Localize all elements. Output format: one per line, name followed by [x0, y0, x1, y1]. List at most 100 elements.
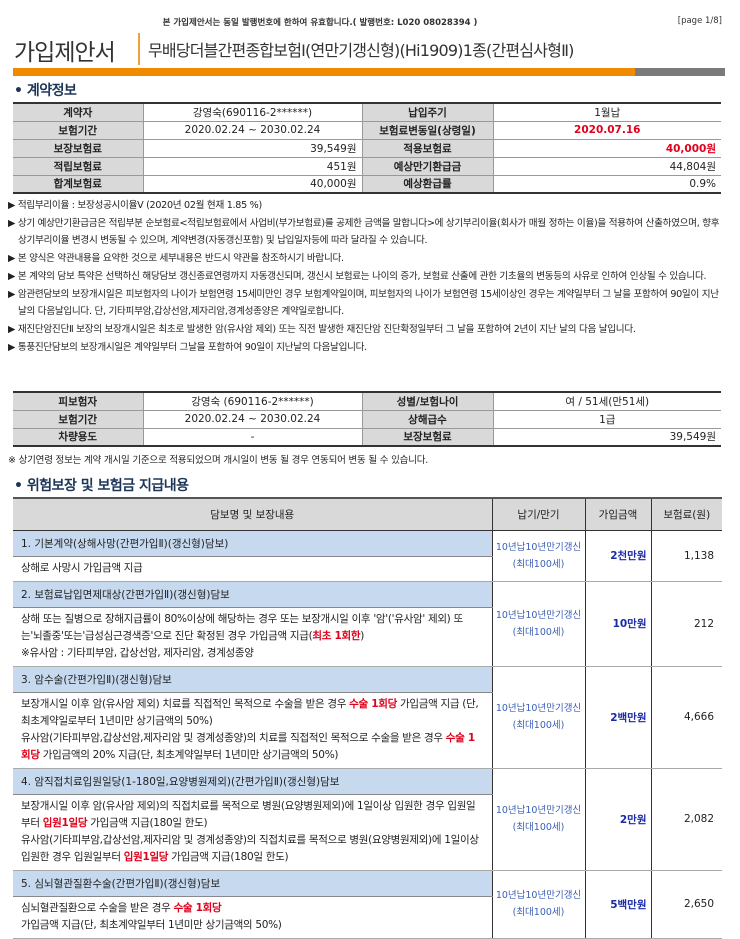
- coverage-desc-row: 상해로 사망시 가입금액 지급: [13, 556, 722, 582]
- coverage-desc-row: 보장개시일 이후 암(유사암 제외) 치료를 직접적인 목적으로 수술을 받은 …: [13, 692, 722, 769]
- section-title-contract: • 계약정보: [14, 83, 77, 99]
- coverage-table: 담보명 및 보장내용 납기/만기 가입금액 보험료(원) 1. 기본계약(상해사…: [13, 497, 722, 939]
- description-text: 보장개시일 이후 암(유사암 제외)의 직접치료를 목적으로 병원(요양병원제외…: [21, 799, 476, 829]
- product-name: 무배당더블간편종합보험Ⅰ(연만기갱신형)(Hi1909)1종(간편심사형Ⅱ): [148, 41, 574, 60]
- coverage-title-row: 4. 암직접치료입원일당(1-180일,요양병원제외)(간편가입Ⅱ)(갱신형)담…: [13, 768, 722, 871]
- field-value: 2020.02.24 ~ 2030.02.24: [142, 409, 363, 429]
- highlight-text: 최초 1회한: [312, 629, 361, 642]
- section-title-coverage: • 위험보장 및 보험금 지급내용: [14, 478, 189, 494]
- coverage-term: 10년납10년만기갱신(최대100세): [491, 870, 585, 939]
- field-value: 여 / 51세(만51세): [492, 391, 721, 411]
- field-value: 39,549원: [142, 138, 363, 158]
- field-value: 0.9%: [492, 174, 721, 194]
- note-item: ▶ 적립부리이율 : 보장성공시이율Ⅴ (2020년 02월 현재 1.85 %…: [8, 200, 262, 211]
- description-text: 가입금액 지급(180일 한도): [87, 816, 208, 829]
- note-item: ▶ 본 양식은 약관내용을 요약한 것으로 세부내용은 반드시 약관을 참조하시…: [8, 252, 344, 264]
- description-text: 가입금액 지급 (단, 최초계약일로부터 1년미만 상기금액의 50%): [21, 697, 479, 727]
- field-label: 납입주기: [361, 102, 494, 122]
- field-value: 1급: [492, 409, 721, 429]
- highlight-text: 입원1일당: [123, 850, 169, 863]
- field-label: 보험료변동일(상령일): [361, 120, 494, 140]
- description-text: 상해로 사망시 가입금액 지급: [21, 561, 143, 574]
- coverage-description: 상해 또는 질병으로 장해지급률이 80%이상에 해당하는 경우 또는 보장개시…: [13, 607, 492, 667]
- coverage-amount: 10만원: [584, 581, 651, 667]
- coverage-premium: 2,650: [650, 870, 722, 939]
- field-label: 차량용도: [13, 427, 144, 447]
- header-coverage-name: 담보명 및 보장내용: [13, 498, 492, 531]
- description-text: 가입금액의 20% 지급(단, 최초계약일부터 1년미만 상기금액의 50%): [39, 748, 339, 761]
- field-value: 451원: [142, 156, 363, 176]
- field-value: -: [142, 427, 363, 447]
- highlight-text: 수술 1회당: [349, 697, 397, 710]
- field-label: 상해급수: [361, 409, 494, 429]
- field-value: 강영숙 (690116-2******): [142, 391, 363, 411]
- field-label: 성별/보험나이: [361, 391, 494, 411]
- highlight-text: 수술 1회당: [21, 731, 475, 761]
- coverage-term: 10년납10년만기갱신(최대100세): [491, 581, 585, 667]
- description-line: 상해로 사망시 가입금액 지급: [21, 560, 484, 577]
- field-label: 예상만기환급금: [361, 156, 494, 176]
- note-item: ▶ 암관련담보의 보장개시일은 피보험자의 나이가 보험연령 15세미만인 경우…: [8, 289, 719, 317]
- highlight-text: 수술 1회당: [173, 901, 222, 914]
- coverage-title: 2. 보험료납입면제대상(간편가입Ⅱ)(갱신형)담보: [13, 581, 492, 608]
- info-row: 합계보험료 40,000원 예상환급률 0.9%: [13, 174, 721, 194]
- description-text: 가입금액 지급(단, 최초계약일부터 1년미만 상기금액의 50%): [21, 918, 282, 931]
- info-row: 차량용도 - 보장보험료 39,549원: [13, 427, 721, 447]
- description-line: 보장개시일 이후 암(유사암 제외) 치료를 직접적인 목적으로 수술을 받은 …: [21, 696, 484, 730]
- coverage-amount: 2천만원: [584, 530, 651, 582]
- description-text: ※유사암 : 기타피부암, 갑상선암, 제자리암, 경계성종양: [21, 646, 254, 659]
- coverage-title-row: 2. 보험료납입면제대상(간편가입Ⅱ)(갱신형)담보 10년납10년만기갱신(최대…: [13, 581, 722, 667]
- field-label: 적용보험료: [361, 138, 494, 158]
- info-row: 적립보험료 451원 예상만기환급금 44,804원: [13, 156, 721, 176]
- coverage-title: 3. 암수술(간편가입Ⅱ)(갱신형)담보: [13, 666, 492, 693]
- description-text: 보장개시일 이후 암(유사암 제외) 치료를 직접적인 목적으로 수술을 받은 …: [21, 697, 350, 710]
- coverage-title-row: 5. 심뇌혈관질환수술(간편가입Ⅱ)(갱신형)담보 10년납10년만기갱신(최대1…: [13, 870, 722, 939]
- field-label: 적립보험료: [13, 156, 144, 176]
- coverage-description: 보장개시일 이후 암(유사암 제외)의 직접치료를 목적으로 병원(요양병원제외…: [13, 794, 492, 871]
- validity-notice: 본 가입제안서는 동일 발행번호에 한하여 유효합니다.( 발행번호: L020…: [162, 18, 478, 28]
- coverage-premium: 1,138: [650, 530, 722, 582]
- info-row: 보험기간 2020.02.24 ~ 2030.02.24 보험료변동일(상령일) 20…: [13, 120, 721, 140]
- field-label: 보험기간: [13, 409, 144, 429]
- field-value: 44,804원: [492, 156, 721, 176]
- coverage-premium: 2,082: [650, 768, 722, 871]
- note-item: ▶ 상기 예상만기환급금은 적립부분 순보험료<적립보험료에서 사업비(부가보험…: [8, 218, 720, 246]
- coverage-title: 1. 기본계약(상해사망(간편가입Ⅱ)(갱신형)담보): [13, 530, 492, 557]
- description-text: 유사암(기타피부암,갑상선암,제자리암 및 경계성종양)의 직접치료를 목적으로…: [21, 833, 479, 863]
- note-item: ▶ 재진단암진단Ⅱ 보장의 보장개시일은 최초로 발생한 암(유사암 제외) 또…: [8, 324, 636, 336]
- field-value: 2020.02.24 ~ 2030.02.24: [142, 120, 363, 140]
- age-note: ※ 상기연령 정보는 계약 개시일 기준으로 적용되었으며 개시일이 변동 될 …: [8, 455, 429, 466]
- coverage-amount: 2만원: [584, 768, 651, 871]
- coverage-title: 4. 암직접치료입원일당(1-180일,요양병원제외)(간편가입Ⅱ)(갱신형)담…: [13, 768, 492, 795]
- coverage-desc-row: 보장개시일 이후 암(유사암 제외)의 직접치료를 목적으로 병원(요양병원제외…: [13, 794, 722, 871]
- description-text: ): [360, 629, 365, 642]
- document-title: 가입제안서: [14, 40, 116, 66]
- description-text: 유사암(기타피부암,갑상선암,제자리암 및 경계성종양)의 치료를 직접적인 목…: [21, 731, 446, 744]
- coverage-amount: 2백만원: [584, 666, 651, 769]
- coverage-title: 5. 심뇌혈관질환수술(간편가입Ⅱ)(갱신형)담보: [13, 870, 492, 897]
- header-amount: 가입금액: [584, 498, 651, 531]
- description-line: ※유사암 : 기타피부암, 갑상선암, 제자리암, 경계성종양: [21, 645, 484, 662]
- description-line: 유사암(기타피부암,갑상선암,제자리암 및 경계성종양)의 직접치료를 목적으로…: [21, 832, 484, 866]
- coverage-title-row: 1. 기본계약(상해사망(간편가입Ⅱ)(갱신형)담보) 10년납10년만기갱신(최…: [13, 530, 722, 582]
- note-item: ▶ 통풍진단담보의 보장개시일은 계약일부터 그날을 포함하여 90일이 지난날…: [8, 342, 367, 354]
- header-bar-gray: [635, 68, 725, 76]
- description-text: 심뇌혈관질환으로 수술을 받은 경우: [21, 901, 174, 914]
- coverage-title-row: 3. 암수술(간편가입Ⅱ)(갱신형)담보 10년납10년만기갱신(최대100세) 2…: [13, 666, 722, 769]
- page-indicator: [page 1/8]: [677, 16, 722, 26]
- field-value: 강영숙(690116-2******): [142, 102, 363, 122]
- coverage-desc-row: 상해 또는 질병으로 장해지급률이 80%이상에 해당하는 경우 또는 보장개시…: [13, 607, 722, 667]
- header-bar-orange: [13, 68, 635, 76]
- field-label: 보장보험료: [13, 138, 144, 158]
- header-term: 납기/만기: [491, 498, 585, 531]
- header-premium: 보험료(원): [650, 498, 722, 531]
- field-label: 계약자: [13, 102, 144, 122]
- field-value: 2020.07.16: [492, 120, 721, 140]
- insured-info-table: 피보험자 강영숙 (690116-2******) 성별/보험나이 여 / 51세(만…: [13, 391, 721, 447]
- description-line: 가입금액 지급(단, 최초계약일부터 1년미만 상기금액의 50%): [21, 917, 484, 934]
- description-line: 상해 또는 질병으로 장해지급률이 80%이상에 해당하는 경우 또는 보장개시…: [21, 611, 484, 645]
- info-row: 보험기간 2020.02.24 ~ 2030.02.24 상해급수 1급: [13, 409, 721, 429]
- coverage-term: 10년납10년만기갱신(최대100세): [491, 768, 585, 871]
- field-value: 39,549원: [492, 427, 721, 447]
